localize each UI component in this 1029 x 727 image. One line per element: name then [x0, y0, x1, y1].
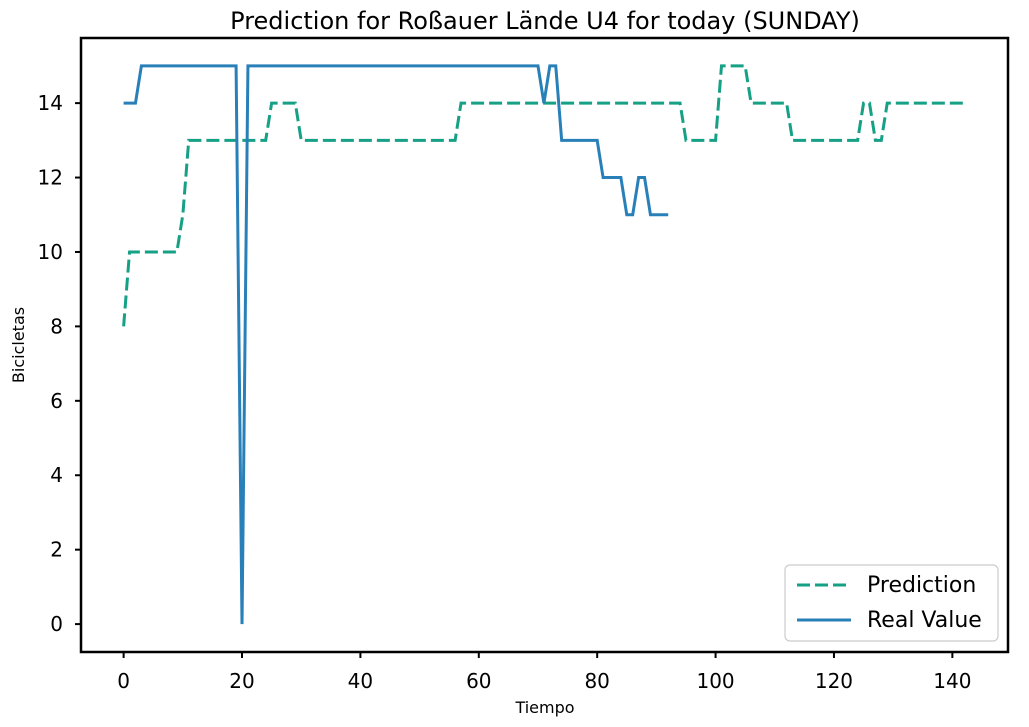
x-tick-label: 140: [933, 669, 971, 693]
legend: Prediction Real Value: [784, 564, 999, 642]
y-tick-label: 4: [50, 463, 63, 487]
legend-entry-real-value: Real Value: [867, 608, 982, 633]
y-tick-label: 2: [50, 538, 63, 562]
x-tick-label: 100: [696, 669, 734, 693]
x-tick-label: 120: [815, 669, 853, 693]
y-tick-label: 14: [38, 91, 63, 115]
y-tick-label: 0: [50, 612, 63, 636]
plot-frame: [79, 36, 1010, 654]
y-tick-label: 12: [38, 166, 63, 190]
chart-title: Prediction for Roßauer Lände U4 for toda…: [230, 7, 860, 35]
x-tick-label: 20: [229, 669, 254, 693]
y-tick-label: 6: [50, 389, 63, 413]
x-tick-label: 40: [348, 669, 373, 693]
x-axis-label: Tiempo: [514, 698, 574, 717]
series-layer: [122, 64, 965, 625]
legend-entry-prediction: Prediction: [867, 573, 976, 598]
y-tick-label: 10: [38, 240, 63, 264]
x-tick-label: 80: [584, 669, 609, 693]
x-tick-label: 0: [117, 669, 130, 693]
y-tick-label: 8: [50, 314, 63, 338]
x-tick-label: 60: [466, 669, 491, 693]
y-axis-label: Bicicletas: [9, 307, 28, 383]
series-line-prediction: [122, 64, 965, 327]
series-line-real-value: [123, 64, 669, 625]
